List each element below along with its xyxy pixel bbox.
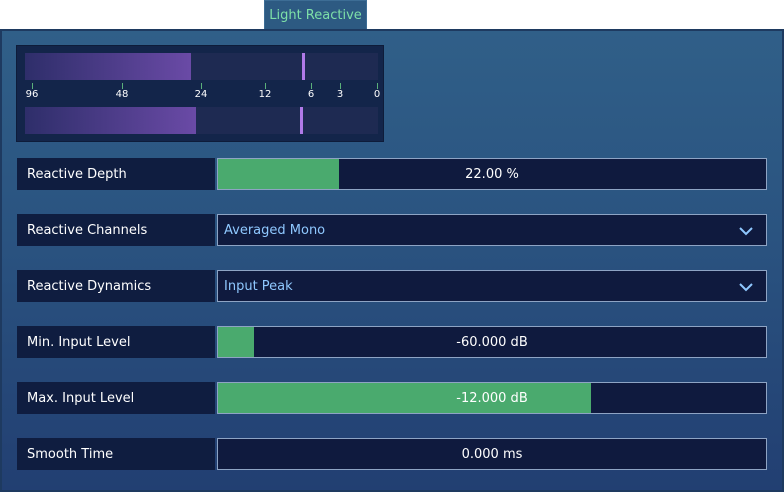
meter-tick-label: 0	[373, 89, 381, 100]
meter-fill-bottom	[25, 107, 197, 134]
reactive-channels-label: Reactive Channels	[17, 214, 215, 246]
reactive-dynamics-label: Reactive Dynamics	[17, 270, 215, 302]
dropdown-selected-value: Input Peak	[224, 278, 293, 294]
meter-tick	[201, 83, 202, 89]
row-max-input-level: Max. Input Level -12.000 dB	[17, 382, 767, 414]
meter-tick-label: 24	[194, 89, 208, 100]
meter-fill-top	[25, 53, 191, 80]
min-input-level-label: Min. Input Level	[17, 326, 215, 358]
smooth-time-label: Smooth Time	[17, 438, 215, 470]
tab-label: Light Reactive	[269, 7, 362, 23]
meter-peak-marker-bottom	[300, 107, 304, 134]
meter-tick-label: 96	[25, 89, 39, 100]
meter-tick	[265, 83, 266, 89]
level-meter: 96 48 24 12 6 3 0	[16, 45, 384, 142]
meter-peak-marker-top	[302, 53, 306, 80]
chevron-down-icon[interactable]	[738, 282, 754, 292]
meter-tick-label: 6	[307, 89, 315, 100]
slider-value: -12.000 dB	[456, 390, 528, 406]
slider-fill	[218, 383, 591, 413]
slider-value: 22.00 %	[465, 166, 519, 182]
min-input-level-slider[interactable]: -60.000 dB	[217, 326, 767, 358]
reactive-depth-label: Reactive Depth	[17, 158, 215, 190]
row-reactive-dynamics: Reactive Dynamics Input Peak	[17, 270, 767, 302]
meter-tick	[311, 83, 312, 89]
slider-value: -60.000 dB	[456, 334, 528, 350]
row-reactive-depth: Reactive Depth 22.00 %	[17, 158, 767, 190]
tab-light-reactive[interactable]: Light Reactive	[264, 0, 367, 29]
meter-tick	[377, 83, 378, 89]
meter-tick	[122, 83, 123, 89]
meter-tick-label: 48	[115, 89, 129, 100]
slider-fill	[218, 159, 339, 189]
meter-tick	[32, 83, 33, 89]
max-input-level-slider[interactable]: -12.000 dB	[217, 382, 767, 414]
reactive-dynamics-dropdown[interactable]: Input Peak	[217, 270, 767, 302]
meter-tick	[340, 83, 341, 89]
reactive-depth-slider[interactable]: 22.00 %	[217, 158, 767, 190]
meter-tick-label: 12	[258, 89, 272, 100]
reactive-channels-dropdown[interactable]: Averaged Mono	[217, 214, 767, 246]
row-min-input-level: Min. Input Level -60.000 dB	[17, 326, 767, 358]
smooth-time-slider[interactable]: 0.000 ms	[217, 438, 767, 470]
dropdown-selected-value: Averaged Mono	[224, 222, 326, 238]
row-reactive-channels: Reactive Channels Averaged Mono	[17, 214, 767, 246]
slider-value: 0.000 ms	[461, 446, 523, 462]
meter-tick-label: 3	[336, 89, 344, 100]
max-input-level-label: Max. Input Level	[17, 382, 215, 414]
meter-track-bottom	[25, 107, 378, 134]
meter-track-top	[25, 53, 378, 80]
chevron-down-icon[interactable]	[738, 226, 754, 236]
row-smooth-time: Smooth Time 0.000 ms	[17, 438, 767, 470]
slider-fill	[218, 327, 254, 357]
